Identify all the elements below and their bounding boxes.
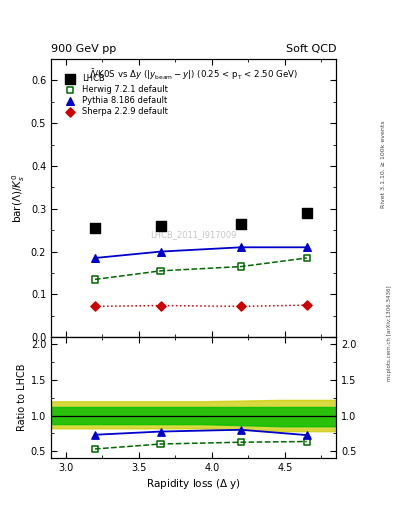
X-axis label: Rapidity loss ($\Delta$ y): Rapidity loss ($\Delta$ y) [146,477,241,492]
Text: Soft QCD: Soft QCD [286,44,336,54]
Point [304,431,310,439]
Point [158,440,164,448]
Point [238,425,244,434]
Point [238,438,244,446]
Y-axis label: Ratio to LHCB: Ratio to LHCB [17,364,27,432]
Herwig 7.2.1 default [92,275,98,284]
Legend: LHCB, Herwig 7.2.1 default, Pythia 8.186 default, Sherpa 2.2.9 default: LHCB, Herwig 7.2.1 default, Pythia 8.186… [58,71,171,119]
Sherpa 2.2.9 default [238,302,244,310]
Herwig 7.2.1 default [158,267,164,275]
Herwig 7.2.1 default [304,254,310,262]
Text: Rivet 3.1.10, ≥ 100k events: Rivet 3.1.10, ≥ 100k events [381,120,386,208]
Point [92,445,98,453]
Pythia 8.186 default [92,254,98,262]
Herwig 7.2.1 default [238,263,244,271]
Pythia 8.186 default [158,247,164,255]
Text: mcplots.cern.ch [arXiv:1306.3436]: mcplots.cern.ch [arXiv:1306.3436] [387,285,391,380]
Sherpa 2.2.9 default [158,302,164,310]
Y-axis label: bar($\Lambda$)/$K^0_s$: bar($\Lambda$)/$K^0_s$ [10,173,27,223]
LHCB [238,220,244,228]
LHCB [158,222,164,230]
Text: $\bar{\Lambda}$/K0S vs $\Delta y$ ($|y_{\mathrm{beam}}-y|$) (0.25 < p$_\mathrm{T: $\bar{\Lambda}$/K0S vs $\Delta y$ ($|y_{… [89,67,298,82]
Point [304,437,310,445]
LHCB [304,209,310,217]
LHCB [92,224,98,232]
Pythia 8.186 default [304,243,310,251]
Text: 900 GeV pp: 900 GeV pp [51,44,116,54]
Sherpa 2.2.9 default [92,302,98,310]
Point [158,428,164,436]
Point [92,431,98,439]
Pythia 8.186 default [238,243,244,251]
Sherpa 2.2.9 default [304,301,310,309]
Text: LHCB_2011_I917009: LHCB_2011_I917009 [151,230,237,239]
